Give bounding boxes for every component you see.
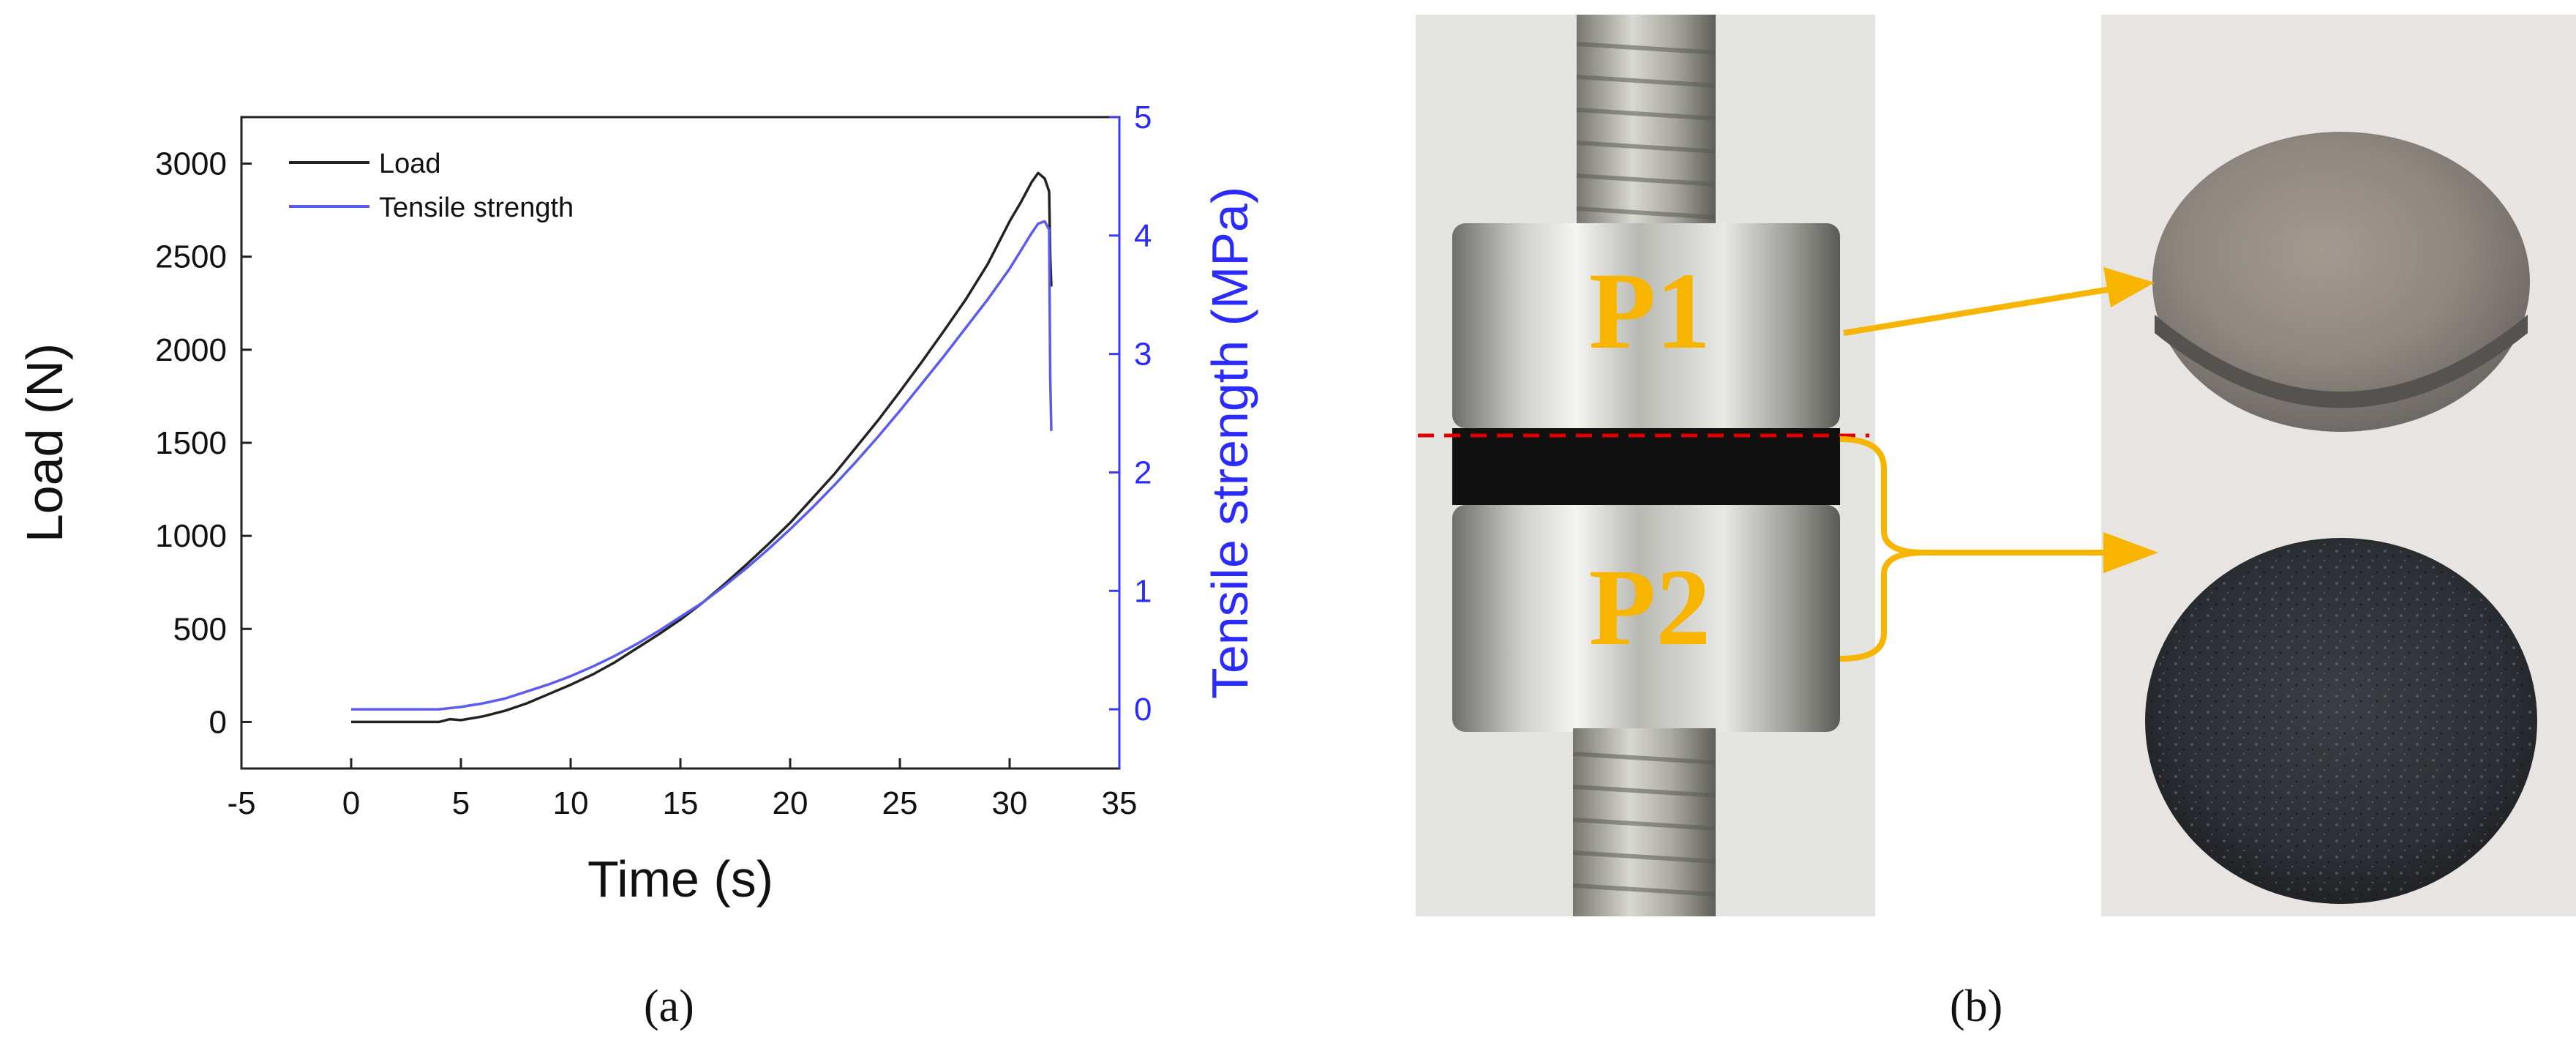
y-tick-label: 0: [209, 704, 227, 740]
y2-tick-label: 4: [1134, 218, 1152, 254]
x-axis-label: Time (s): [587, 850, 773, 908]
label-p2: P2: [1589, 547, 1711, 668]
x-tick-label: 5: [452, 785, 470, 821]
cylinder-p1: [1452, 223, 1840, 428]
legend: Load Tensile strength: [289, 149, 574, 223]
arrow-p2-head: [2103, 532, 2158, 573]
series-line-tensile-strength: [351, 220, 1053, 711]
bottom-thread-grooves: [1572, 752, 1716, 897]
cylinder-p2: [1452, 505, 1840, 732]
x-tick-label: 25: [882, 785, 918, 821]
adhesive-layer: [1452, 428, 1840, 505]
y-tick-label: 500: [173, 611, 227, 647]
y2-tick-label: 0: [1134, 692, 1152, 728]
panel-label-b: (b): [1950, 981, 2003, 1031]
label-p1: P1: [1589, 250, 1711, 372]
x-tick-label: 10: [553, 785, 589, 821]
x-tick-label: -5: [227, 785, 255, 821]
y2-axis-ticks: 0 1 2 3 4 5: [1109, 100, 1152, 728]
y2-tick-label: 2: [1134, 455, 1152, 490]
series-line-load: [351, 171, 1053, 724]
x-tick-label: 35: [1102, 785, 1138, 821]
y-axis-label: Load (N): [16, 343, 73, 542]
fracture-surface-p2-texture: [2149, 542, 2533, 900]
y-tick-label: 1000: [155, 518, 227, 554]
y-tick-label: 1500: [155, 425, 227, 461]
arrow-p1-line: [1843, 286, 2111, 336]
x-tick-label: 0: [342, 785, 360, 821]
x-tick-label: 20: [773, 785, 808, 821]
y2-tick-label: 1: [1134, 573, 1152, 609]
y2-tick-label: 3: [1134, 337, 1152, 373]
specimen-photo: P1 P2: [1416, 15, 1875, 916]
y-tick-label: 2500: [155, 239, 227, 275]
series-layer: [351, 171, 1053, 724]
plot-frame: [240, 116, 1121, 770]
fracture-surface-p1-rim: [2155, 315, 2528, 408]
legend-label-tensile: Tensile strength: [379, 192, 574, 223]
fracture-surface-p1: [2152, 132, 2530, 432]
chart-panel-a: -5 0 5 10 15 20 25 30 35 05001000150020002500300…: [16, 100, 1258, 908]
y2-tick-label: 5: [1134, 100, 1152, 135]
legend-label-load: Load: [379, 149, 441, 179]
y-tick-label: 3000: [155, 146, 227, 182]
arrow-p1-head: [2103, 267, 2155, 307]
y-tick-label: 2000: [155, 332, 227, 368]
y2-axis-label: Tensile strength (MPa): [1201, 187, 1258, 699]
x-axis-ticks: -5 0 5 10 15 20 25 30 35: [227, 758, 1137, 821]
connector-arrows: [1839, 267, 2158, 662]
top-thread-grooves: [1576, 42, 1716, 220]
fracture-surface-photo: [2101, 15, 2576, 916]
y-axis-ticks: 0 500 1000 1500 2000 2500 3000: [155, 146, 252, 740]
panel-label-a: (a): [644, 981, 694, 1031]
x-tick-label: 30: [992, 785, 1028, 821]
x-tick-label: 15: [663, 785, 699, 821]
